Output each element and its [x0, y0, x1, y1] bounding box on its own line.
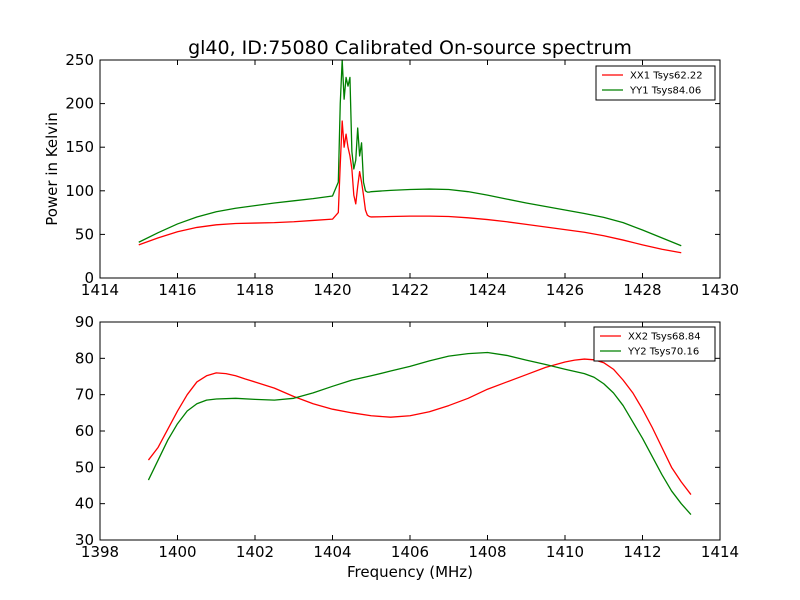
- y-tick-label: 100: [65, 182, 94, 200]
- legend-box: [593, 326, 716, 362]
- legend-label: XX1 Tsys62.22: [630, 71, 703, 82]
- chart-title: gl40, ID:75080 Calibrated On-source spec…: [188, 37, 632, 59]
- x-tick-label: 1416: [158, 281, 196, 299]
- legend-box: [595, 65, 716, 101]
- series-line-1: [138, 120, 682, 254]
- y-tick-label: 80: [75, 349, 94, 367]
- x-tick-label: 1424: [468, 281, 506, 299]
- x-tick-label: 1398: [81, 543, 119, 561]
- x-tick-label: 1414: [81, 281, 119, 299]
- x-tick-label: 1402: [236, 543, 274, 561]
- x-tick-label: 1412: [623, 543, 661, 561]
- y-tick-label: 70: [75, 386, 94, 404]
- x-tick-label: 1406: [391, 543, 429, 561]
- x-tick-label: 1414: [701, 543, 739, 561]
- y-tick-label: 200: [65, 95, 94, 113]
- y-tick-label: 50: [75, 458, 94, 476]
- x-tick-label: 1426: [546, 281, 584, 299]
- series-line-2: [147, 351, 692, 516]
- legend-label: YY2 Tsys70.16: [627, 347, 699, 358]
- y-tick-label: 40: [75, 495, 94, 513]
- x-tick-label: 1400: [158, 543, 196, 561]
- bottom-spectrum-panel: 1398 1400 1402 1404 1406 1408 1410 1412 1414 30 40…: [75, 313, 739, 561]
- x-tick-label: 1422: [391, 281, 429, 299]
- legend: XX2 Tsys68.84 YY2 Tsys70.16: [593, 326, 716, 362]
- y-tick-label: 90: [75, 313, 94, 331]
- x-axis-label: Frequency (MHz): [347, 563, 473, 581]
- x-tick-label: 1404: [313, 543, 351, 561]
- legend: XX1 Tsys62.22 YY1 Tsys84.06: [595, 65, 716, 101]
- y-tick-label: 250: [65, 51, 94, 69]
- x-tick-label: 1420: [313, 281, 351, 299]
- top-spectrum-panel: 1414 1416 1418 1420 1422 1424 1426 1428 1430 0 50 1…: [65, 51, 739, 299]
- y-tick-label: 50: [75, 225, 94, 243]
- legend-label: YY1 Tsys84.06: [629, 86, 701, 97]
- y-tick-label: 30: [75, 531, 94, 549]
- x-tick-label: 1410: [546, 543, 584, 561]
- x-tick-label: 1430: [701, 281, 739, 299]
- series-line-2: [138, 59, 682, 247]
- legend-label: XX2 Tsys68.84: [628, 332, 701, 343]
- x-tick-label: 1418: [236, 281, 274, 299]
- y-tick-label: 150: [65, 138, 94, 156]
- x-tick-label: 1408: [468, 543, 506, 561]
- series-line-1: [147, 358, 692, 495]
- y-tick-label: 60: [75, 422, 94, 440]
- x-tick-label: 1428: [623, 281, 661, 299]
- y-tick-label: 0: [84, 269, 94, 287]
- y-axis-label: Power in Kelvin: [43, 112, 61, 226]
